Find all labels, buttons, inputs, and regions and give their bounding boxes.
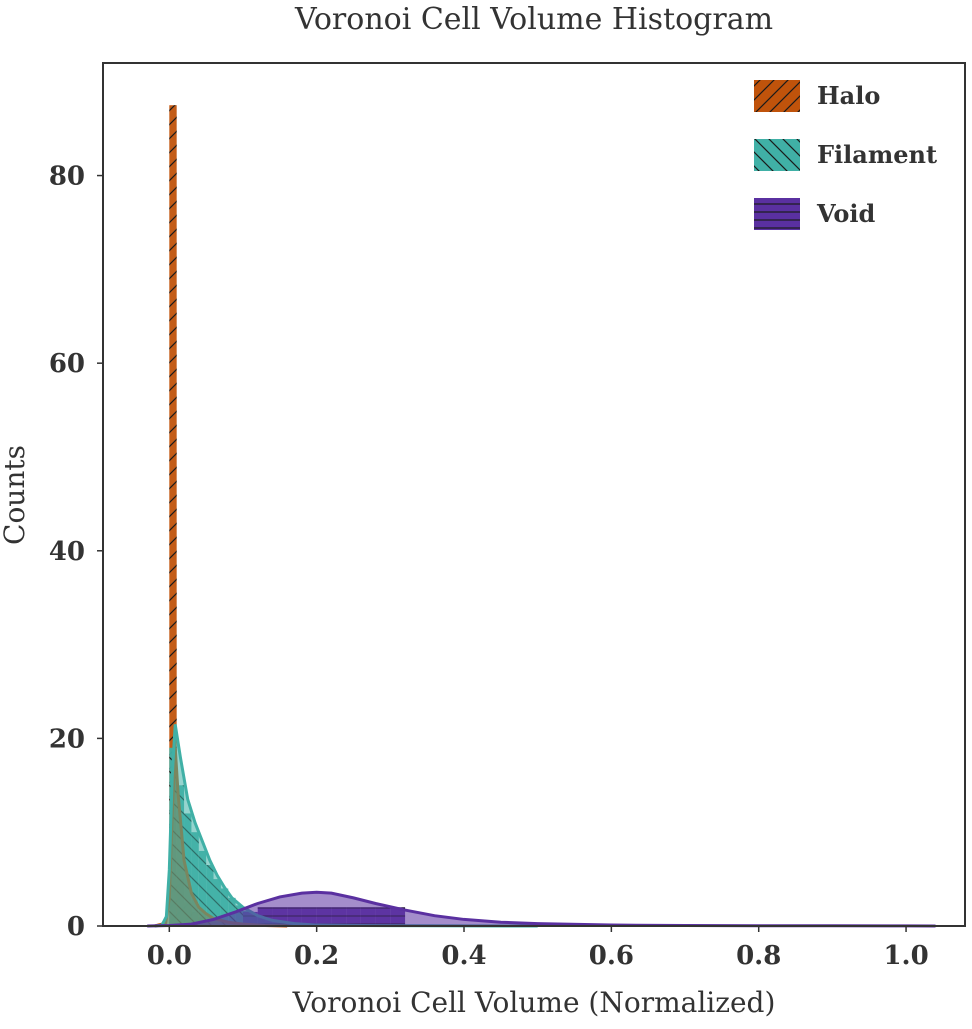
legend: Halo Filament Void: [754, 80, 937, 230]
legend-item-filament: Filament: [754, 139, 937, 171]
legend-label-filament: Filament: [817, 140, 937, 169]
x-tick-label-2: 0.4: [441, 941, 486, 971]
y-tick-label-1: 20: [49, 724, 85, 754]
y-tick-label-0: 0: [67, 912, 85, 942]
y-axis: 0 20 40 60 80: [49, 162, 103, 942]
y-tick-label-3: 60: [49, 349, 85, 379]
legend-label-void: Void: [816, 199, 876, 228]
legend-item-halo: Halo: [754, 80, 880, 112]
legend-label-halo: Halo: [817, 81, 880, 110]
legend-swatch-hatch-filament: [754, 139, 800, 171]
x-tick-label-0: 0.0: [147, 941, 192, 971]
x-tick-label-3: 0.6: [589, 941, 634, 971]
x-tick-label-5: 1.0: [883, 941, 928, 971]
legend-item-void: Void: [754, 198, 876, 230]
legend-swatch-hatch-void: [754, 198, 800, 230]
plot-frame: [102, 62, 966, 927]
series-void-kde: [147, 890, 936, 928]
x-axis: 0.0 0.2 0.4 0.6 0.8 1.0: [147, 926, 929, 971]
x-axis-label: Voronoi Cell Volume (Normalized): [292, 986, 776, 1019]
y-tick-label-4: 80: [49, 162, 85, 192]
x-tick-label-1: 0.2: [294, 941, 339, 971]
bar-hatch-halo-0: [169, 105, 177, 926]
plot-area: [147, 105, 936, 928]
chart-title: Voronoi Cell Volume Histogram: [294, 2, 773, 37]
y-axis-label: Counts: [0, 445, 31, 545]
kde-area-void: [147, 892, 936, 926]
y-tick-label-2: 40: [49, 537, 85, 567]
kde-area-filament: [154, 724, 538, 926]
legend-swatch-hatch-halo: [754, 80, 800, 112]
x-tick-label-4: 0.8: [736, 941, 781, 971]
